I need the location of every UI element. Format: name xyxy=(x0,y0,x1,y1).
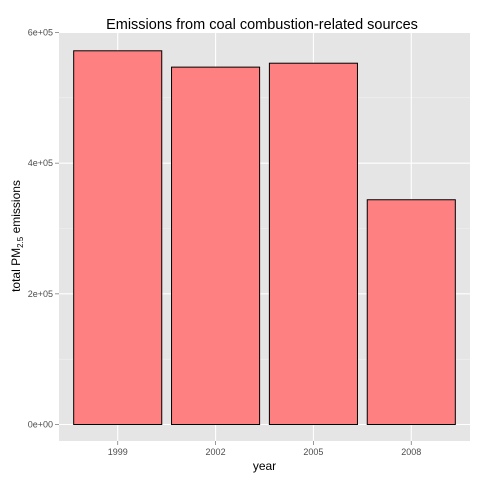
bar-1999 xyxy=(73,50,163,425)
bar-2002 xyxy=(171,66,261,425)
x-tick-label: 2005 xyxy=(303,447,323,457)
x-tick-label: 2008 xyxy=(401,447,421,457)
x-tick-label: 2002 xyxy=(206,447,226,457)
chart-title: Emissions from coal combustion-related s… xyxy=(106,17,418,33)
bars xyxy=(73,50,456,425)
x-axis: 1999 2002 2005 2008 xyxy=(108,441,421,457)
y-axis-title-subscript: 2.5 xyxy=(16,236,25,248)
x-tick-label: 1999 xyxy=(108,447,128,457)
bar-2005 xyxy=(268,62,358,425)
x-axis-title: year xyxy=(253,459,276,473)
y-axis: 0e+00 2e+05 4e+05 6e+05 xyxy=(28,28,59,430)
y-tick-label: 6e+05 xyxy=(28,28,53,38)
y-tick-label: 2e+05 xyxy=(28,289,53,299)
bar-2008 xyxy=(366,199,456,425)
y-tick-label: 0e+00 xyxy=(28,420,53,430)
y-axis-title-suffix: emissions xyxy=(9,180,23,237)
y-axis-title-prefix: total PM xyxy=(9,248,23,292)
y-tick-label: 4e+05 xyxy=(28,158,53,168)
y-axis-title: total PM2.5 emissions xyxy=(9,180,25,292)
